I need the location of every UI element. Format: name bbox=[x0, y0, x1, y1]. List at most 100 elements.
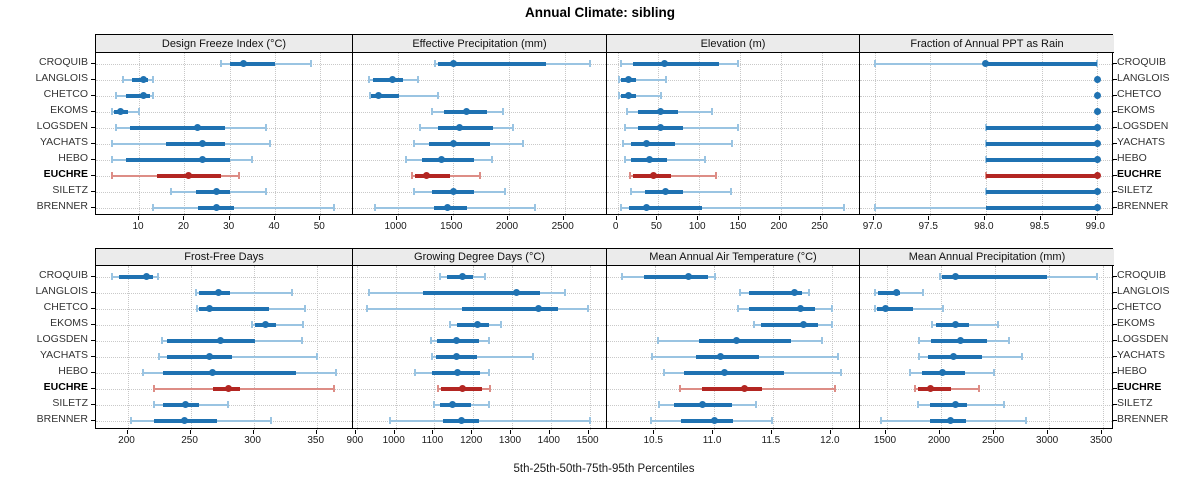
median-dot bbox=[721, 369, 729, 377]
median-dot bbox=[452, 337, 460, 345]
p25-p75-bar bbox=[371, 93, 399, 98]
x-gridline bbox=[617, 53, 619, 216]
station-label-ekoms: EKOMS bbox=[1117, 317, 1155, 330]
p5-cap bbox=[404, 156, 407, 164]
station-axis-tick-left bbox=[91, 419, 95, 421]
station-row-gridline bbox=[860, 111, 1114, 113]
median-dot bbox=[142, 273, 150, 281]
x-gridline bbox=[1097, 53, 1099, 216]
p5-cap bbox=[411, 172, 413, 180]
median-dot bbox=[716, 353, 724, 361]
x-axis-tick-label: 99.0 bbox=[1085, 221, 1105, 232]
panel-mean-annual-air-temperature-c: Mean Annual Air Temperature (°C) bbox=[606, 249, 859, 430]
x-gridline bbox=[190, 266, 192, 430]
p5-cap bbox=[430, 353, 433, 361]
station-axis-tick-right bbox=[1113, 339, 1117, 341]
station-label-logsden: LOGSDEN bbox=[1117, 120, 1169, 133]
station-axis-tick-left bbox=[91, 142, 95, 144]
p5-cap bbox=[939, 273, 941, 281]
station-label-siletz: SILETZ bbox=[1117, 184, 1153, 197]
x-gridline bbox=[1103, 266, 1105, 430]
p95-cap bbox=[315, 353, 318, 361]
p95-cap bbox=[310, 60, 313, 68]
p95-cap bbox=[921, 289, 924, 297]
median-dot bbox=[180, 417, 188, 425]
p25-p75-bar bbox=[437, 125, 494, 130]
x-axis-tick-label: 2500 bbox=[981, 435, 1005, 446]
p25-p75-bar bbox=[633, 61, 719, 66]
p5-cap bbox=[662, 369, 665, 377]
station-row-gridline bbox=[96, 95, 352, 97]
p25-p75-bar bbox=[415, 173, 451, 178]
p95-cap bbox=[304, 305, 307, 313]
panel-strip: Mean Annual Precipitation (mm) bbox=[860, 249, 1114, 266]
median-dot bbox=[624, 76, 632, 84]
median-dot bbox=[732, 337, 740, 345]
p5-cap bbox=[195, 305, 198, 313]
x-axis-tick-label: 98.5 bbox=[1029, 221, 1050, 232]
median-dot bbox=[893, 289, 901, 297]
p95-cap bbox=[264, 188, 267, 196]
x-axis-tick-label: 2000 bbox=[495, 221, 519, 232]
p5-cap bbox=[618, 92, 621, 100]
x-axis-tick-label: 100 bbox=[688, 221, 706, 232]
median-dot bbox=[443, 204, 451, 212]
p5-cap bbox=[122, 76, 125, 84]
p95-cap bbox=[1095, 273, 1098, 281]
panel-strip: Growing Degree Days (°C) bbox=[353, 249, 606, 266]
station-label-brenner: BRENNER bbox=[36, 200, 88, 213]
x-gridline bbox=[434, 266, 436, 430]
x-axis-tick-label: 350 bbox=[307, 435, 325, 446]
x-axis-tick-label: 200 bbox=[118, 435, 135, 446]
p25-p75-bar bbox=[942, 274, 1047, 279]
station-axis-tick-left bbox=[91, 291, 95, 293]
p95-cap bbox=[755, 401, 758, 409]
station-row-gridline bbox=[607, 159, 859, 161]
median-dot bbox=[453, 353, 461, 361]
station-axis-tick-left bbox=[91, 307, 95, 309]
median-dot bbox=[217, 337, 225, 345]
median-dot bbox=[790, 289, 798, 297]
x-axis-tick bbox=[510, 430, 511, 434]
x-axis-tick-label: 20 bbox=[177, 221, 189, 232]
x-axis-tick-label: 1300 bbox=[498, 435, 522, 446]
x-gridline bbox=[395, 266, 397, 430]
x-axis-tick bbox=[395, 216, 397, 220]
x-axis-tick-label: 2500 bbox=[551, 221, 574, 232]
x-axis-tick bbox=[1095, 216, 1097, 220]
x-axis-tick bbox=[983, 216, 985, 220]
p5-cap bbox=[736, 305, 739, 313]
p25-p75-bar bbox=[199, 290, 230, 295]
x-axis-tick bbox=[562, 216, 564, 220]
p95-cap bbox=[821, 337, 824, 345]
panel-strip-title: Mean Annual Precipitation (mm) bbox=[908, 251, 1066, 263]
station-label-langlois: LANGLOIS bbox=[1117, 72, 1170, 85]
x-axis-tick bbox=[653, 430, 655, 434]
p95-cap bbox=[502, 108, 505, 116]
median-dot bbox=[463, 108, 471, 116]
station-label-brenner: BRENNER bbox=[1117, 200, 1169, 213]
p95-cap bbox=[808, 289, 811, 297]
median-dot bbox=[660, 60, 668, 68]
x-axis-tick bbox=[1047, 430, 1049, 434]
x-gridline bbox=[1041, 53, 1043, 216]
station-axis-tick-right bbox=[1113, 403, 1117, 405]
p5-p95-whisker bbox=[629, 174, 716, 177]
p25-p75-bar bbox=[696, 354, 759, 359]
p5-cap bbox=[874, 305, 877, 313]
median-dot bbox=[261, 321, 269, 329]
x-axis-caption: 5th-25th-50th-75th-95th Percentiles bbox=[513, 463, 695, 475]
median-dot bbox=[456, 124, 464, 132]
median-dot bbox=[194, 124, 202, 132]
median-dot bbox=[214, 289, 222, 297]
p5-cap bbox=[141, 369, 144, 377]
p25-p75-bar bbox=[985, 61, 1098, 66]
p5-cap bbox=[219, 60, 222, 68]
p5-cap bbox=[153, 385, 155, 393]
station-row-gridline bbox=[96, 79, 352, 81]
p5-cap bbox=[374, 204, 377, 212]
x-axis-tick-label: 10.5 bbox=[643, 435, 663, 446]
p5-cap bbox=[628, 172, 631, 180]
p25-p75-bar bbox=[702, 386, 763, 391]
p95-cap bbox=[504, 188, 507, 196]
